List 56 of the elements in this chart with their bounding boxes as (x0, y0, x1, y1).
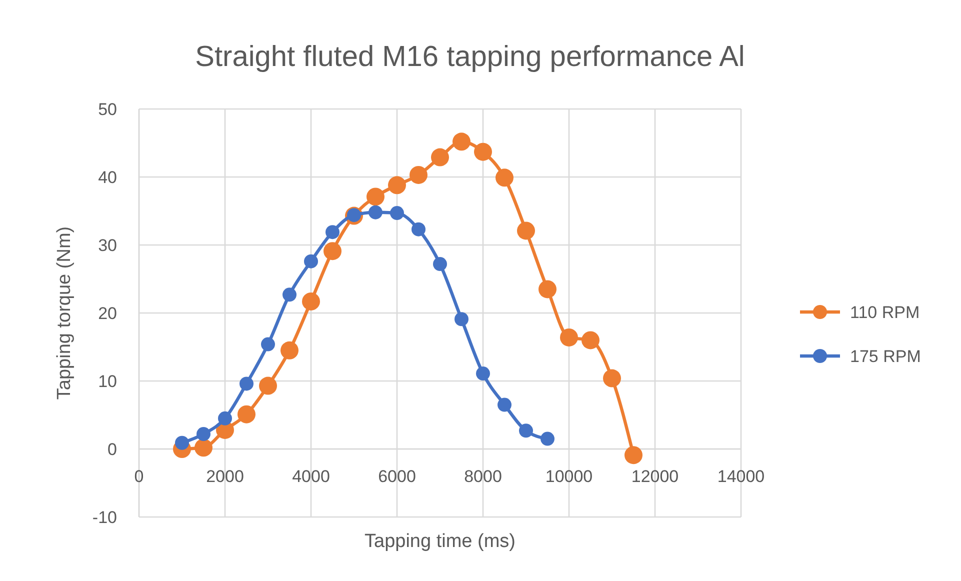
point (498, 398, 512, 412)
y-tick-label: 10 (98, 372, 117, 391)
y-tick-label: -10 (92, 508, 117, 527)
y-tick-label: 0 (108, 440, 117, 459)
x-tick-label: 2000 (206, 467, 244, 486)
point (519, 424, 533, 438)
point (240, 376, 254, 391)
point (324, 242, 342, 260)
point (474, 142, 492, 161)
y-tick-label: 30 (98, 236, 117, 255)
point (238, 405, 256, 424)
point (624, 446, 642, 464)
point (304, 254, 318, 268)
x-tick-label: 6000 (378, 467, 416, 486)
point (175, 436, 189, 450)
point (259, 376, 277, 395)
point (388, 176, 406, 194)
point (302, 292, 320, 310)
point (433, 257, 447, 272)
y-axis-title: Tapping torque (Nm) (54, 226, 75, 400)
y-tick-label: 40 (98, 168, 117, 187)
point (454, 312, 468, 326)
point (517, 222, 535, 240)
point (412, 222, 426, 236)
point (194, 438, 212, 457)
x-tick-label: 10000 (545, 467, 593, 486)
legend-label: 175 RPM (850, 347, 921, 366)
point (366, 188, 384, 206)
point (603, 369, 621, 388)
x-tick-label: 0 (134, 467, 144, 486)
point (280, 341, 298, 360)
point (431, 148, 449, 166)
point (538, 280, 556, 298)
chart-title: Straight fluted M16 tapping performance Al (195, 41, 745, 73)
x-tick-label: 4000 (292, 467, 330, 486)
point (261, 337, 275, 352)
x-tick-label: 12000 (631, 467, 679, 486)
y-tick-label: 50 (98, 100, 117, 119)
point (282, 288, 296, 302)
point (560, 328, 578, 346)
x-tick-label: 14000 (717, 467, 765, 486)
point (368, 205, 382, 220)
point (582, 331, 600, 350)
point (452, 132, 470, 151)
point (540, 432, 554, 446)
point (218, 411, 232, 426)
point (410, 166, 428, 184)
point (476, 366, 490, 381)
point (326, 225, 340, 240)
legend-label: 110 RPM (850, 303, 920, 322)
x-tick-label: 8000 (464, 467, 502, 486)
y-tick-label: 20 (98, 304, 117, 323)
x-axis-title: Tapping time (ms) (364, 531, 516, 552)
point (390, 206, 404, 220)
point (496, 168, 514, 187)
point (196, 427, 210, 442)
